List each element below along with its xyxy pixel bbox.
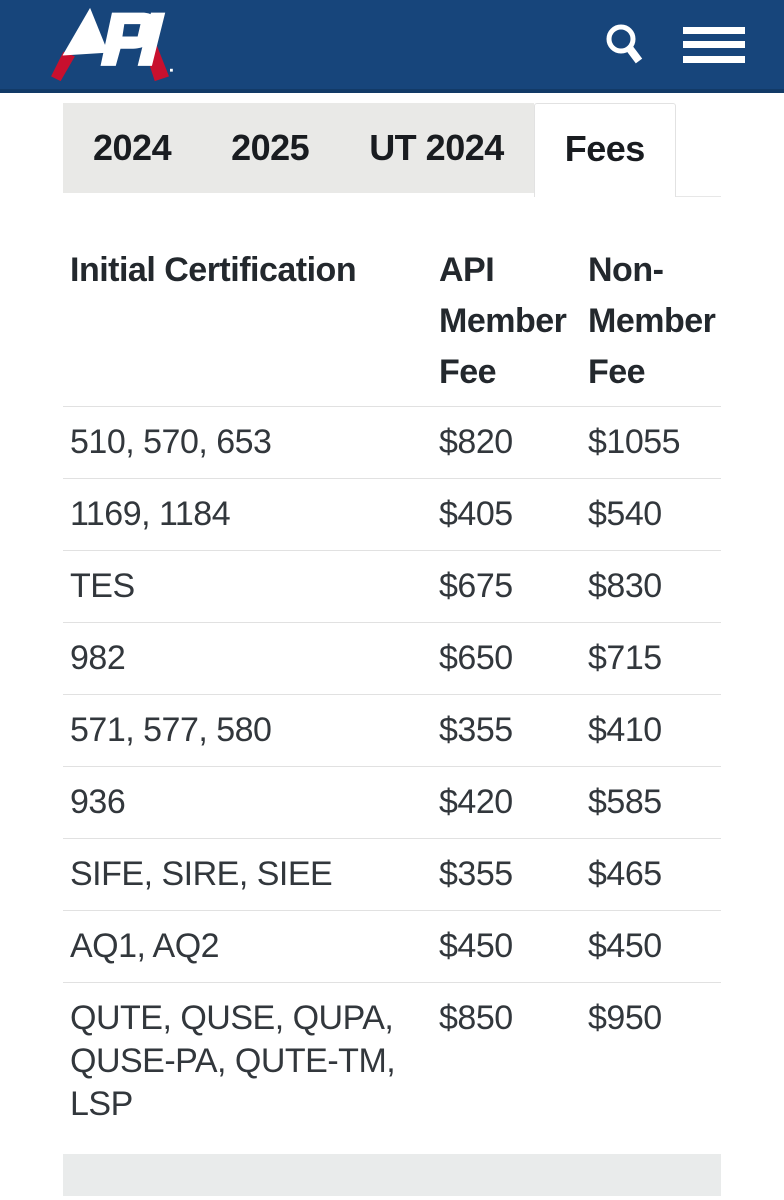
non-member-fee-cell: $450 (588, 927, 662, 965)
fees-table: Initial Certification API Member Fee Non… (63, 245, 721, 1140)
non-member-fee-cell: $540 (588, 495, 662, 533)
member-fee-cell: $820 (439, 423, 513, 461)
table-row: TES $675 $830 (63, 551, 721, 623)
inactive-tab-group: 2024 2025 UT 2024 (63, 103, 534, 193)
search-icon (606, 24, 643, 63)
menu-button[interactable] (683, 26, 745, 63)
certification-cell: 1169, 1184 (70, 495, 231, 533)
certification-cell: SIFE, SIRE, SIEE (70, 855, 333, 893)
table-row: AQ1, AQ2 $450 $450 (63, 911, 721, 983)
certification-cell: 982 (70, 639, 126, 677)
column-header-non-member-fee: Non-Member Fee (588, 251, 716, 391)
column-header-api-member-fee: API Member Fee (439, 251, 567, 391)
member-fee-cell: $355 (439, 711, 513, 749)
table-row: 936 $420 $585 (63, 767, 721, 839)
member-fee-cell: $355 (439, 855, 513, 893)
next-section-placeholder (63, 1154, 721, 1196)
non-member-fee-cell: $585 (588, 783, 662, 821)
non-member-fee-cell: $410 (588, 711, 662, 749)
table-row: 571, 577, 580 $355 $410 (63, 695, 721, 767)
certification-cell: 510, 570, 653 (70, 423, 272, 461)
non-member-fee-cell: $465 (588, 855, 662, 893)
member-fee-cell: $850 (439, 999, 513, 1037)
member-fee-cell: $420 (439, 783, 513, 821)
certification-cell: 571, 577, 580 (70, 711, 272, 749)
non-member-fee-cell: $715 (588, 639, 662, 677)
api-logo-icon (51, 7, 173, 81)
tab-2025[interactable]: 2025 (231, 127, 310, 168)
non-member-fee-cell: $950 (588, 999, 662, 1037)
hamburger-menu-icon (683, 26, 745, 63)
header-actions (601, 21, 745, 69)
tab-2024[interactable]: 2024 (93, 127, 172, 168)
certification-cell: QUTE, QUSE, QUPA, QUSE-PA, QUTE-TM, LSP (70, 999, 396, 1123)
site-header (0, 0, 784, 93)
member-fee-cell: $405 (439, 495, 513, 533)
non-member-fee-cell: $830 (588, 567, 662, 605)
tab-fees[interactable]: Fees (533, 103, 676, 197)
table-row: QUTE, QUSE, QUPA, QUSE-PA, QUTE-TM, LSP … (63, 983, 721, 1140)
tab-bar-spacer (675, 103, 721, 197)
api-logo[interactable] (48, 6, 174, 84)
certification-cell: TES (70, 567, 135, 605)
table-row: 982 $650 $715 (63, 623, 721, 695)
table-row: 510, 570, 653 $820 $1055 (63, 407, 721, 479)
member-fee-cell: $650 (439, 639, 513, 677)
certification-cell: AQ1, AQ2 (70, 927, 220, 965)
column-header-initial-certification: Initial Certification (70, 251, 357, 289)
member-fee-cell: $675 (439, 567, 513, 605)
search-button[interactable] (601, 21, 649, 69)
year-tab-bar: 2024 2025 UT 2024 Fees (63, 103, 721, 197)
table-row: 1169, 1184 $405 $540 (63, 479, 721, 551)
table-row: SIFE, SIRE, SIEE $355 $465 (63, 839, 721, 911)
tab-ut-2024[interactable]: UT 2024 (369, 127, 504, 168)
non-member-fee-cell: $1055 (588, 423, 681, 461)
fees-table-header: Initial Certification API Member Fee Non… (63, 245, 721, 407)
certification-cell: 936 (70, 783, 126, 821)
member-fee-cell: $450 (439, 927, 513, 965)
